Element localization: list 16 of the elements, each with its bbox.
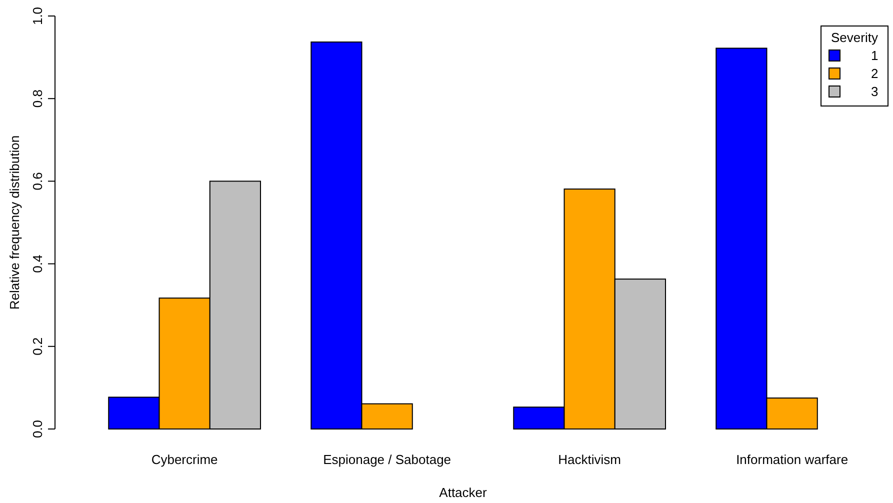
- y-axis-title: Relative frequency distribution: [7, 135, 22, 310]
- x-tick-label: Information warfare: [736, 452, 848, 467]
- legend-title: Severity: [831, 30, 878, 45]
- y-tick-label: 0.6: [30, 172, 45, 190]
- x-tick-label: Cybercrime: [151, 452, 218, 467]
- x-axis-title: Attacker: [439, 485, 488, 500]
- legend-label: 1: [871, 48, 878, 63]
- legend-label: 2: [871, 66, 878, 81]
- y-tick-label: 1.0: [30, 6, 45, 26]
- x-tick-label: Hacktivism: [558, 452, 621, 467]
- x-tick-label: Espionage / Sabotage: [323, 452, 452, 467]
- y-tick-label: 0.4: [30, 254, 45, 273]
- y-tick-label: 0.2: [30, 337, 45, 356]
- y-tick-label: 0.8: [30, 90, 45, 108]
- y-tick-label: 0.0: [30, 420, 45, 438]
- legend-label: 3: [871, 84, 878, 99]
